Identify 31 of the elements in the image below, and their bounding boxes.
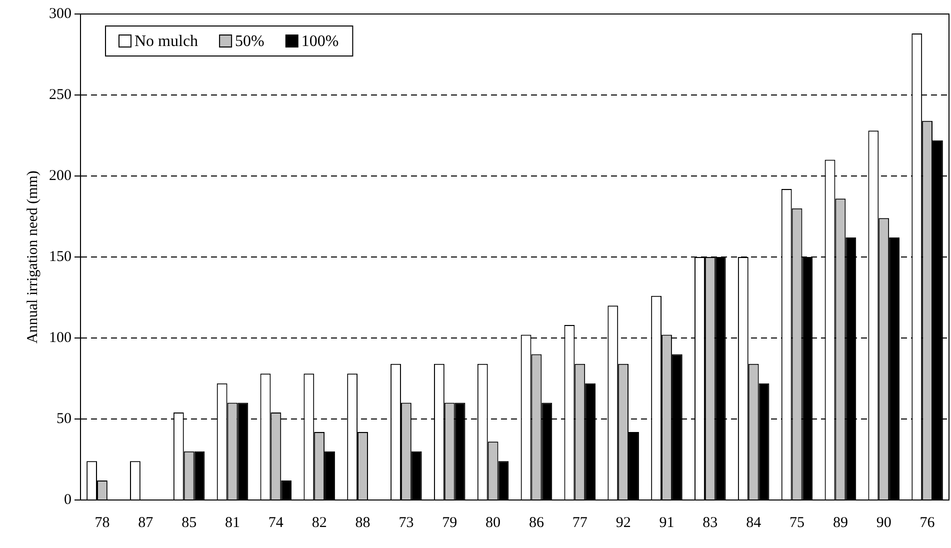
x-tick-label: 75 xyxy=(790,514,805,531)
x-tick-label: 88 xyxy=(355,514,370,531)
y-tick-label: 50 xyxy=(56,410,72,427)
x-tick-label: 80 xyxy=(486,514,501,531)
x-tick-label: 79 xyxy=(442,514,458,531)
x-tick-label: 84 xyxy=(746,514,762,531)
x-tick-label: 81 xyxy=(224,514,240,531)
x-tick-label: 85 xyxy=(182,514,197,531)
y-tick-label: 0 xyxy=(64,492,72,508)
x-tick-label: 86 xyxy=(528,514,544,531)
legend-label: No mulch xyxy=(134,33,198,50)
x-tick-label: 73 xyxy=(398,514,414,531)
y-tick-label: 100 xyxy=(49,330,72,346)
x-tick-label: 82 xyxy=(312,514,327,531)
x-tick-label: 77 xyxy=(572,514,588,531)
x-tick-label: 91 xyxy=(659,514,674,531)
x-tick-label: 83 xyxy=(702,514,718,531)
y-tick-label: 150 xyxy=(49,248,72,265)
x-tick-label: 76 xyxy=(920,514,936,531)
x-tick-label: 89 xyxy=(832,514,848,531)
x-tick-label: 74 xyxy=(268,514,284,531)
y-tick-label: 250 xyxy=(49,86,72,103)
x-tick-label: 92 xyxy=(616,514,631,531)
y-tick-label: 200 xyxy=(49,168,72,184)
legend-label: 100% xyxy=(301,33,339,50)
y-axis-title: Annual irrigation need (mm) xyxy=(24,170,41,344)
y-tick-label: 300 xyxy=(49,6,72,22)
x-tick-label: 78 xyxy=(94,514,110,531)
x-tick-label: 87 xyxy=(138,514,154,531)
x-tick-label: 90 xyxy=(876,514,892,531)
legend-label: 50% xyxy=(235,33,264,50)
